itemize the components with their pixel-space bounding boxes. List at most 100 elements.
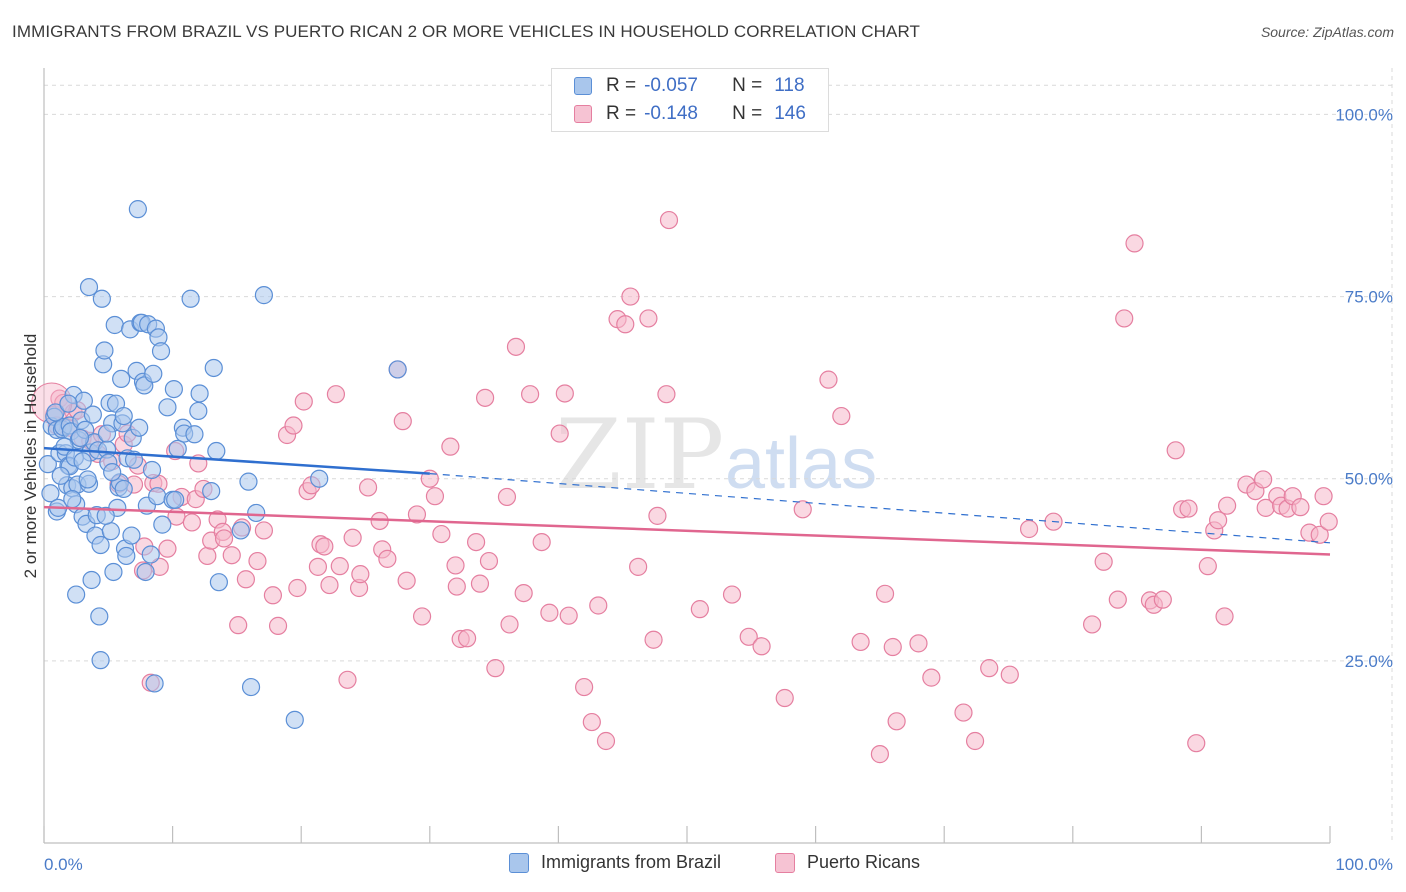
puerto-ricans-point [965,731,985,751]
legend-r-value: -0.148 [644,103,698,124]
puerto-ricans-point [875,584,895,603]
puerto-ricans-point [532,532,551,552]
puerto-ricans-point [870,745,890,764]
puerto-ricans-point [1310,525,1329,544]
brazil-swatch [509,852,529,873]
puerto-ricans-point [284,416,303,435]
puerto-ricans-point [775,688,794,708]
chart-title: IMMIGRANTS FROM BRAZIL VS PUERTO RICAN 2… [12,22,921,41]
puerto-ricans-point [378,549,397,568]
brazil-point [202,482,221,501]
brazil-point [90,607,109,626]
puerto-ricans-point [466,532,486,552]
brazil-point [67,585,86,604]
puerto-ricans-point [752,637,771,656]
puerto-ricans-point [639,309,658,328]
brazil-point [105,315,124,335]
brazil-point [38,455,57,474]
puerto-ricans-point [506,337,526,356]
puerto-ricans-point [1000,665,1019,684]
puerto-ricans-point [514,583,533,603]
puerto-ricans-point [470,574,490,593]
brazil-point [151,342,171,361]
puerto-ricans-point [308,557,328,576]
brazil-point [122,526,141,545]
brazil-point [51,466,70,485]
puerto-ricans-point [657,385,676,404]
puerto-ricans-point [1314,487,1333,506]
puerto-ricans-point [263,586,283,605]
brazil-point [41,484,60,503]
brazil-point [92,289,111,308]
brazil-point [114,406,133,426]
puerto-ricans-point [575,677,594,697]
puerto-ricans-point [589,596,608,615]
puerto-ricans-point [397,571,416,590]
legend-n-label: N = [732,103,763,124]
legend-n-value: 146 [774,103,806,124]
brazil-point [207,441,226,461]
puerto-ricans-point [229,616,248,635]
puerto-ricans-point [182,513,201,532]
puerto-ricans-point [644,630,663,649]
brazil-point [158,398,177,417]
puerto-ricans-point [648,506,667,525]
y-tick-label: 25.0% [1345,652,1393,671]
x-tick-label: 0.0% [44,855,83,874]
brazil-point [117,546,136,566]
brazil-point [141,545,160,564]
puerto-ricans-point [475,388,495,407]
puerto-ricans-point [1218,496,1237,515]
puerto-ricans-point [315,537,334,556]
brazil-points [38,200,407,729]
puerto-ricans-point [1179,499,1198,518]
brazil-point [239,472,258,491]
puerto-ricans-point [370,511,389,531]
y-tick-label: 50.0% [1345,470,1393,489]
legend-r-label: R = [606,75,637,96]
puerto-ricans-point [909,634,928,653]
puerto-ricans-point [330,557,349,576]
puerto-ricans-point [338,670,357,689]
puerto-ricans-point [1153,590,1172,609]
puerto-ricans-point [739,627,758,646]
puerto-ricans-point [158,539,177,558]
series-legend: Immigrants from Brazil Puerto Ricans [0,852,1406,876]
puerto-ricans-point [629,557,648,576]
puerto-ricans-point [616,315,635,334]
brazil-point [254,286,274,305]
brazil-point [231,521,250,540]
puerto-ricans-point [358,478,378,497]
puerto-ricans-point [214,529,234,548]
brazil-point [79,278,99,297]
brazil-point [136,562,155,582]
puerto-ricans-trend [43,505,1331,556]
puerto-ricans-point [883,637,902,657]
puerto-ricans-point [1019,519,1039,539]
puerto-ricans-point [351,565,370,584]
brazil-point [128,200,147,219]
legend-r-value: -0.057 [644,75,698,96]
brazil-point [73,452,92,471]
puerto-ricans-point [1254,470,1273,489]
y-tick-label: 75.0% [1345,288,1393,307]
brazil-point [209,573,228,592]
brazil-point [166,490,185,509]
brazil-point [204,358,223,378]
brazil-point [112,369,131,388]
puerto-ricans-point [819,370,838,389]
tick-labels: 25.0% 50.0% 75.0% 100.0% 0.0% 100.0% [44,105,1393,874]
watermark: ZIP atlas [555,399,877,511]
brazil-point [46,403,65,422]
brazil-point [78,470,97,489]
puerto-ricans-point [559,606,578,625]
brazil-point [285,710,304,729]
puerto-ricans-point [1291,498,1310,517]
brazil-point [190,384,209,403]
brazil-point [96,506,115,525]
puerto-ricans-point [621,287,640,306]
watermark-atlas: atlas [725,424,877,504]
puerto-ricans-point [486,659,505,678]
puerto-ricans-point [407,505,427,524]
